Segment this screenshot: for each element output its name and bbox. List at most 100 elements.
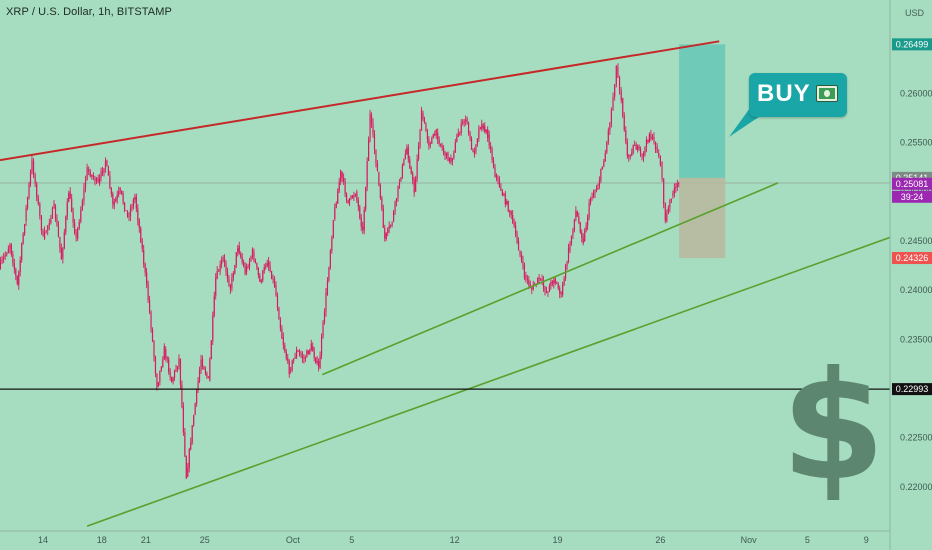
candle-body [24,224,26,235]
take-profit-zone[interactable] [679,44,726,178]
position-tool[interactable] [679,44,726,259]
candle-body [238,245,240,254]
candle-body [276,295,279,309]
candle-body [650,133,652,140]
candle-body [570,235,573,244]
candle-body [490,145,492,150]
time-axis[interactable]: 14 18 21 25 Oct 5 12 19 26 Nov 5 9 [38,535,869,545]
candle-body [618,77,621,91]
candle-body [470,138,473,150]
candle-body [182,406,184,433]
candle-body [385,232,387,239]
candle-body [42,230,44,236]
trend-lines[interactable] [0,40,891,527]
candle-body [221,260,223,265]
candle-body [315,357,317,363]
candle-body [222,257,224,261]
support-lower-trend-line[interactable] [86,236,891,527]
candle-body [284,345,286,352]
candle-body [103,168,105,173]
candle-body [193,415,195,426]
candle-body [100,171,102,178]
candle-body [661,162,663,179]
candle-body [550,281,552,286]
candle-body [156,373,158,390]
candle-body [225,262,227,272]
candle-body [98,177,101,184]
candle-body [442,148,445,154]
candle-body [62,248,64,259]
candle-body [83,187,85,201]
candle-body [115,198,117,203]
candle-body [162,359,164,367]
candle-body [165,349,167,358]
candle-body [498,179,501,188]
price-axis[interactable]: 0.260000.255000.250000.245000.240000.235… [900,88,932,491]
buy-callout[interactable]: BUY [749,73,847,117]
candle-body [269,266,271,271]
support-upper-trend-line[interactable] [321,182,779,376]
candle-body [306,350,308,358]
candle-body [57,225,60,237]
candle-body [601,166,603,170]
stop-loss-zone[interactable] [679,177,726,259]
candle-body [592,193,595,198]
candle-body [207,376,209,378]
candle-body [475,144,477,152]
candle-body [196,389,198,404]
candle-body [457,133,459,137]
candle-body [188,449,190,468]
candle-body [84,180,87,188]
candle-body [216,270,218,279]
candle-body [7,248,9,254]
candle-body [128,216,130,218]
candle-body [567,248,570,262]
candle-body [395,198,398,202]
candle-body [615,66,617,85]
candle-body [254,260,257,263]
candle-body [60,248,62,260]
candle-body [235,252,237,266]
candle-body [589,198,592,204]
resistance-trend-line[interactable] [0,40,720,162]
candle-body [21,243,23,261]
candle-body [631,152,633,156]
candle-body [495,174,498,178]
candle-body [219,264,221,272]
candle-body [243,262,245,267]
candle-body [18,271,20,286]
candle-body [528,279,530,286]
candle-body [201,358,204,367]
candle-body [218,270,220,272]
candle-body [372,123,374,135]
candle-body [375,149,377,164]
candle-body [575,211,577,220]
candle-body [387,228,389,233]
candle-body [390,225,392,227]
time-tick-label: Oct [286,535,301,545]
candle-body [522,260,524,266]
candle-body [479,127,481,130]
candle-body [397,186,399,199]
candle-body [143,249,145,264]
candle-body [645,140,648,148]
candle-body [648,134,650,142]
candle-body [184,432,186,457]
candle-body [426,131,429,140]
candle-body [634,145,636,146]
candle-body [171,376,173,383]
candle-body [250,256,252,261]
candle-body [40,215,43,231]
time-tick-label: 12 [450,535,460,545]
candle-body [132,199,135,208]
candle-body [270,270,273,279]
candle-body [368,139,370,162]
candle-body [516,234,518,243]
candle-body [412,173,414,181]
candle-body [15,269,17,277]
candle-body [582,237,584,244]
candle-body [97,178,99,182]
candle-body [538,277,540,279]
